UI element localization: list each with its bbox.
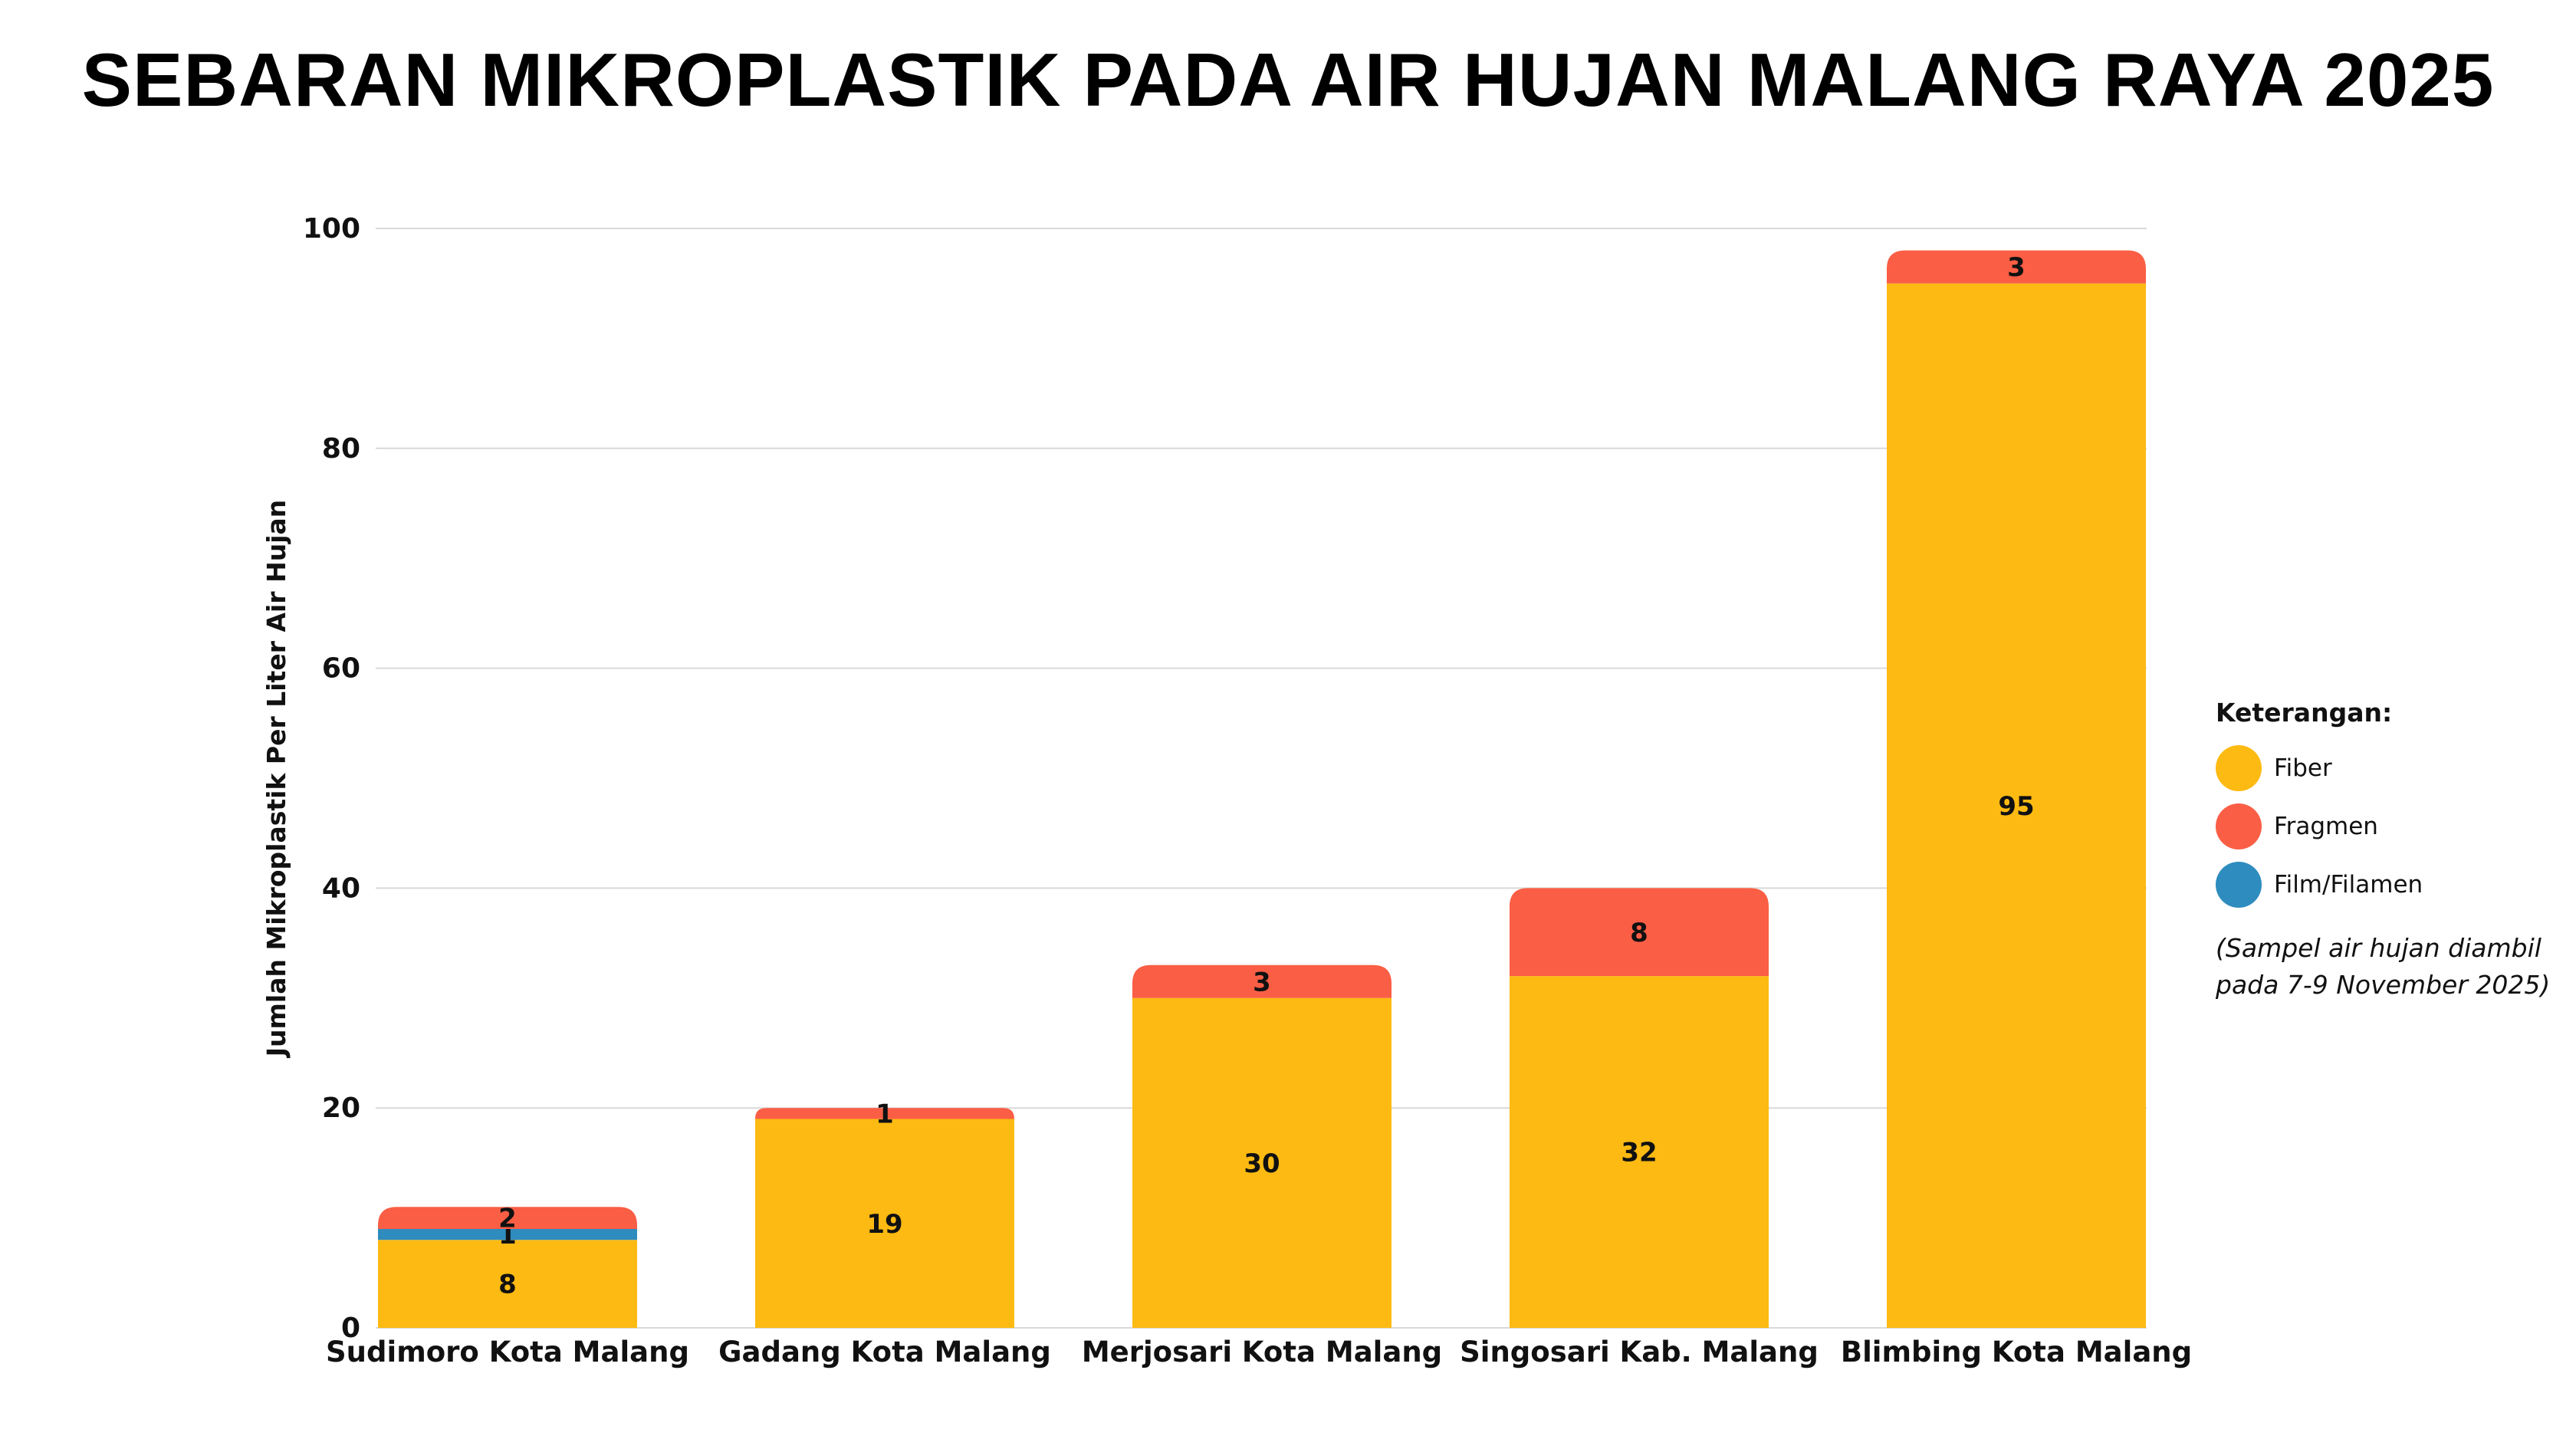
data-label-fragmen: 3 (1253, 967, 1271, 997)
x-axis-categories: Sudimoro Kota Malang Gadang Kota Malang Me… (326, 1336, 2192, 1368)
bar-segment-fiber (1132, 997, 1392, 1328)
data-label-fiber: 95 (1998, 791, 2034, 822)
x-category-label: Sudimoro Kota Malang (326, 1336, 689, 1368)
y-tick-label: 20 (322, 1092, 360, 1124)
data-label-fiber: 19 (866, 1209, 902, 1240)
y-tick-label: 80 (322, 433, 360, 465)
bar-segment-fragmen (1510, 888, 1769, 977)
data-label-fiber: 32 (1621, 1138, 1657, 1168)
legend-items: Fiber Fragmen Film/Filamen (2216, 744, 2553, 909)
y-tick-label: 40 (322, 872, 360, 904)
y-tick-label: 60 (322, 653, 360, 685)
legend-item: Fragmen (2216, 803, 2553, 850)
page-title: SEBARAN MIKROPLASTIK PADA AIR HUJAN MALA… (81, 38, 2495, 122)
bar-segment-fragmen (378, 1207, 637, 1229)
data-label-fragmen: 3 (2007, 252, 2026, 283)
x-category-label: Gadang Kota Malang (718, 1336, 1051, 1368)
legend-swatch (2216, 803, 2262, 849)
legend-item: Film/Filamen (2216, 861, 2553, 909)
bar-segment-fragmen (755, 1108, 1014, 1119)
legend-item: Fiber (2216, 744, 2553, 792)
x-category-label: Merjosari Kota Malang (1082, 1336, 1442, 1368)
bar-segment-fragmen (1887, 250, 2146, 284)
bar-segment-fiber (1887, 283, 2146, 1329)
y-tick-label: 100 (303, 213, 360, 245)
y-axis-label: Jumlah Mikroplastik Per Liter Air Hujan (261, 500, 291, 1059)
data-label-fragmen: 2 (498, 1204, 517, 1234)
data-label-fiber: 8 (498, 1270, 517, 1300)
data-label-fragmen: 8 (1630, 918, 1648, 948)
legend-label: Fragmen (2274, 813, 2378, 840)
bar-segment-fiber (755, 1119, 1014, 1328)
legend-title: Keterangan: (2216, 698, 2393, 728)
x-category-label: Blimbing Kota Malang (1841, 1336, 2192, 1368)
x-category-label: Singosari Kab. Malang (1460, 1336, 1819, 1368)
legend-swatch (2216, 745, 2262, 791)
data-label-fiber: 30 (1244, 1148, 1280, 1179)
data-label-fragmen: 1 (876, 1099, 894, 1129)
sample-note: (Sampel air hujan diambil pada 7-9 Novem… (2216, 933, 2551, 1000)
bar-segment-fiber (378, 1240, 637, 1328)
bar-segment-fiber (1510, 976, 1769, 1328)
y-tick-label: 0 (341, 1313, 360, 1344)
y-axis-ticks: 0 20 40 60 80 100 (303, 213, 360, 1344)
legend: Keterangan: Fiber Fragmen Film/Filamen (Sa… (2216, 698, 2553, 1004)
bar-segment-fragmen (1132, 964, 1392, 998)
legend-label: Fiber (2274, 754, 2332, 782)
legend-swatch (2216, 862, 2262, 908)
bar-segment-film-filamen (378, 1228, 637, 1240)
legend-label: Film/Filamen (2274, 871, 2423, 899)
